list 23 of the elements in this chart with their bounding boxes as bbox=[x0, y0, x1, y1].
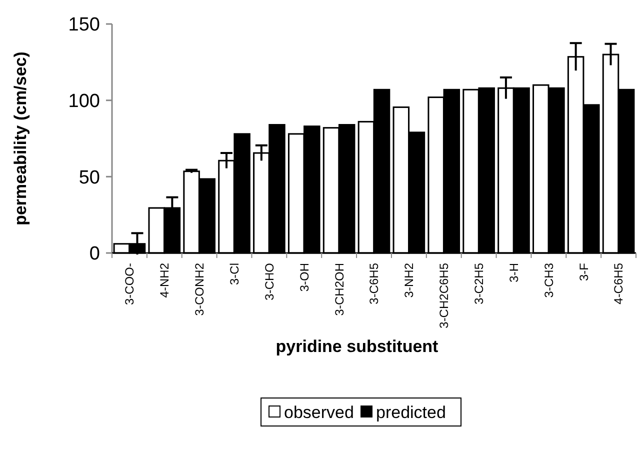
x-tick-label: 3-Cl bbox=[227, 263, 242, 286]
x-tick-label: 3-CH2C6H5 bbox=[437, 262, 452, 328]
x-tick-label: 4-C6H5 bbox=[612, 262, 626, 304]
y-tick-label: 100 bbox=[68, 90, 100, 112]
x-tick-label: 3-CH3 bbox=[542, 262, 556, 298]
x-tick-label: 3-CONH2 bbox=[192, 262, 207, 316]
y-tick-label: 150 bbox=[68, 14, 100, 36]
x-tick-label: 3-C2H5 bbox=[472, 262, 486, 304]
x-tick-label: 4-NH2 bbox=[158, 262, 172, 298]
x-tick-label: 3-CH2OH bbox=[332, 263, 346, 316]
legend-label: predicted bbox=[376, 402, 446, 422]
x-tick-label: 3-H bbox=[506, 263, 521, 282]
x-axis-title: pyridine substituent bbox=[276, 337, 439, 356]
x-tick-label: 3-COO- bbox=[122, 262, 137, 305]
y-axis-title: permeability (cm/sec) bbox=[11, 52, 30, 226]
x-tick-label: 3-OH bbox=[297, 263, 312, 292]
x-tick-label: 3-NH2 bbox=[402, 262, 416, 298]
y-tick-label: 50 bbox=[78, 167, 100, 188]
legend-label: observed bbox=[284, 402, 354, 422]
x-tick-label: 3-F bbox=[576, 263, 591, 281]
x-tick-label: 3-C6H5 bbox=[367, 262, 382, 304]
y-tick-label: 0 bbox=[89, 244, 100, 265]
x-tick-label: 3-CHO bbox=[262, 263, 276, 300]
